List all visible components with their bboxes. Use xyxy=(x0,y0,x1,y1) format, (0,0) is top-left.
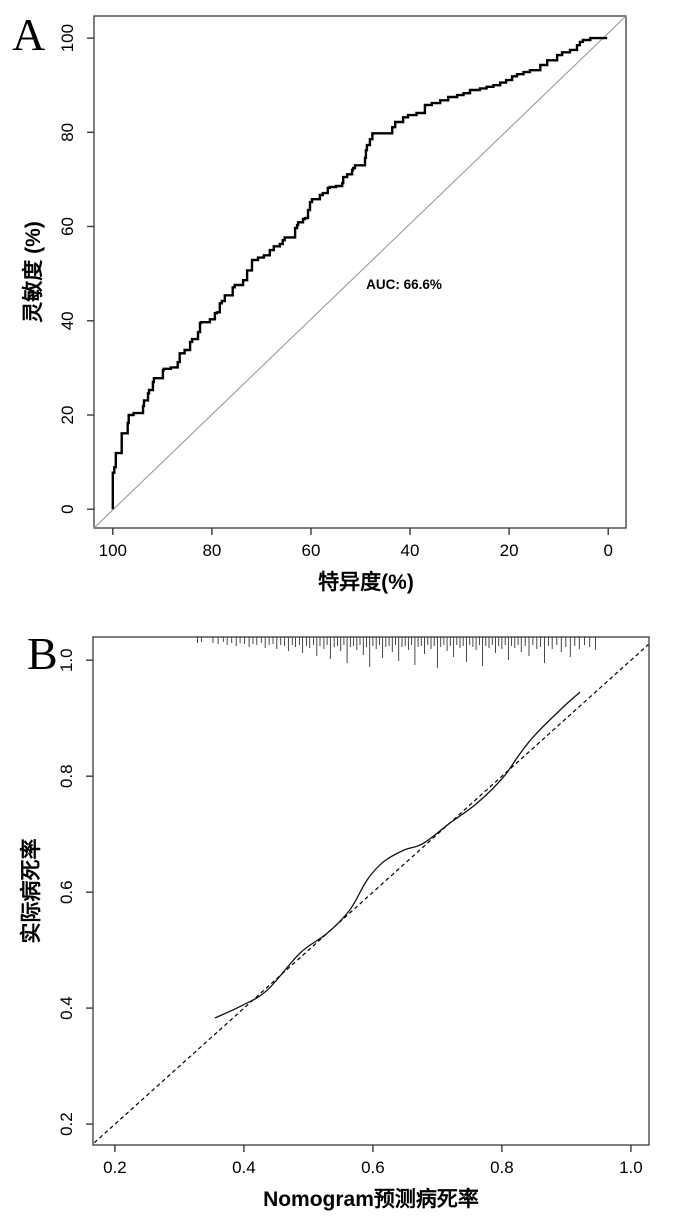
x-tick-label: 20 xyxy=(500,541,519,560)
roc-curve xyxy=(111,36,608,510)
x-tick-label: 40 xyxy=(401,541,420,560)
panel-a-x-axis-title: 特异度(%) xyxy=(318,570,414,594)
y-tick-label: 100 xyxy=(58,24,77,52)
x-tick-label: 1.0 xyxy=(619,1158,643,1177)
y-tick-label: 60 xyxy=(58,217,77,236)
x-tick-label: 0.6 xyxy=(361,1158,385,1177)
y-tick-label: 40 xyxy=(58,311,77,330)
panel-b-y-axis-title: 实际病死率 xyxy=(19,839,43,944)
y-tick-label: 0.8 xyxy=(57,764,76,788)
calibration-layer: 0.2 0.4 0.6 0.8 1.0 0.2 0.4 0.6 0.8 1.0 xyxy=(57,636,650,1177)
y-tick-label: 1.0 xyxy=(57,648,76,672)
x-tick-label: 80 xyxy=(202,541,221,560)
x-tick-label: 0.2 xyxy=(103,1158,127,1177)
ideal-line xyxy=(93,644,649,1144)
panel-a-y-axis-title: 灵敏度 (%) xyxy=(21,221,45,323)
y-tick-label: 80 xyxy=(58,123,77,142)
y-tick-label: 0.4 xyxy=(57,996,76,1020)
y-tick-label: 0 xyxy=(58,504,77,513)
y-tick-label: 0.6 xyxy=(57,880,76,904)
plot-frame xyxy=(93,15,627,529)
y-tick-label: 0.2 xyxy=(57,1112,76,1136)
x-tick-label: 0.4 xyxy=(232,1158,256,1177)
y-tick-label: 20 xyxy=(58,406,77,425)
panel-b-label: B xyxy=(27,628,58,679)
roc-layer: 100 80 60 40 20 0 0 20 40 60 80 100 xyxy=(58,15,627,560)
calibration-curve xyxy=(214,691,581,1019)
x-tick-label: 0.8 xyxy=(490,1158,514,1177)
panel-b-x-axis-title: Nomogram预测病死率 xyxy=(263,1187,479,1211)
plot-frame xyxy=(92,636,650,1146)
x-tick-label: 60 xyxy=(302,541,321,560)
x-tick-label: 0 xyxy=(603,541,612,560)
chance-line xyxy=(93,15,627,529)
panel-a-label: A xyxy=(12,9,45,60)
auc-annotation: AUC: 66.6% xyxy=(366,277,442,292)
x-tick-label: 100 xyxy=(99,541,127,560)
